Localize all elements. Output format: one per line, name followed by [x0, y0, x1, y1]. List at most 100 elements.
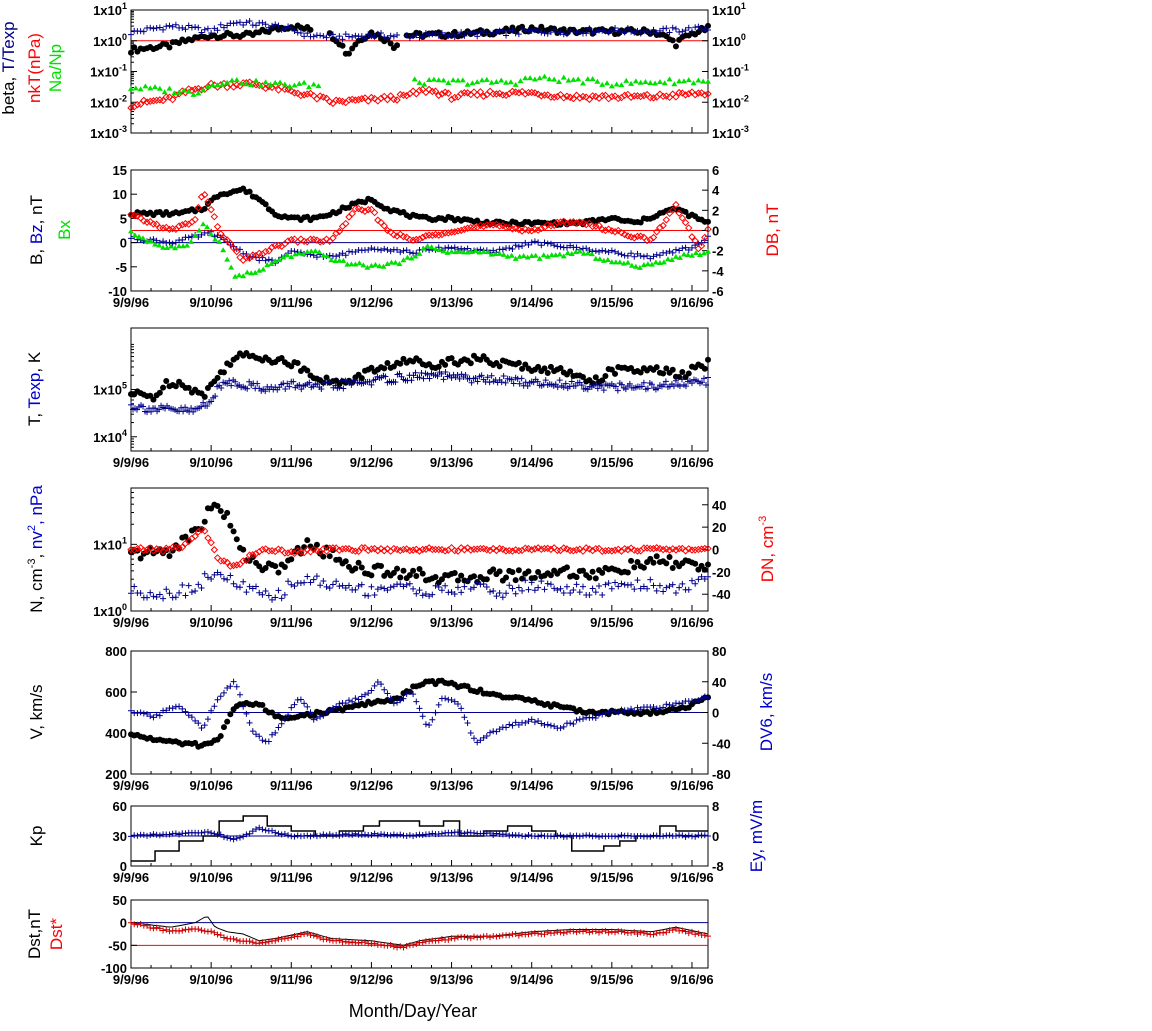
data-point [534, 226, 542, 234]
data-point [602, 248, 609, 255]
data-point [390, 33, 397, 40]
data-point [432, 30, 439, 37]
data-point [519, 242, 526, 249]
data-point [411, 76, 418, 82]
data-point [509, 246, 516, 253]
data-point [188, 238, 195, 244]
data-point [352, 32, 359, 39]
data-point [620, 91, 629, 100]
data-point [447, 95, 456, 104]
data-point [262, 588, 269, 595]
data-point [143, 218, 151, 226]
data-point [313, 254, 320, 261]
data-point [223, 558, 231, 567]
data-point [412, 253, 419, 259]
data-point [345, 248, 352, 255]
data-point [133, 101, 142, 109]
data-point [451, 590, 458, 597]
data-point [403, 833, 410, 840]
data-point [615, 583, 622, 590]
data-point [592, 715, 599, 722]
data-point [564, 250, 571, 256]
data-point [238, 80, 245, 86]
data-point [233, 937, 240, 944]
data-point [351, 205, 360, 213]
data-point [185, 926, 192, 933]
data-point [410, 833, 417, 840]
data-point [281, 591, 288, 598]
data-point [420, 245, 427, 251]
data-point [685, 247, 692, 254]
data-point [278, 26, 285, 33]
data-point [547, 581, 554, 588]
data-point [496, 933, 503, 940]
data-point [301, 700, 308, 707]
data-point [201, 928, 208, 935]
data-point [397, 581, 404, 588]
data-point [259, 826, 266, 833]
data-point [480, 248, 487, 254]
data-point [310, 576, 317, 583]
data-point [580, 250, 587, 256]
data-point [608, 92, 616, 101]
data-point [153, 711, 160, 718]
data-point [656, 582, 663, 589]
data-point [349, 698, 356, 705]
series-density-2 [127, 525, 712, 570]
x-tick-label: 9/16/96 [670, 615, 713, 630]
data-point [374, 546, 382, 555]
data-point [204, 828, 211, 835]
data-point [314, 380, 321, 387]
data-point [644, 930, 651, 937]
data-point [627, 93, 635, 101]
data-point [313, 236, 321, 244]
data-point [304, 573, 311, 580]
data-point [458, 245, 465, 252]
data-point [156, 712, 163, 719]
data-point [573, 832, 580, 839]
data-point [374, 30, 381, 37]
data-point [224, 576, 231, 583]
data-point [705, 22, 711, 29]
data-point [153, 237, 160, 244]
data-point [628, 929, 635, 936]
data-point [602, 373, 609, 380]
data-point [435, 701, 442, 708]
data-point [419, 939, 426, 946]
data-point [563, 833, 570, 840]
data-point [595, 221, 603, 230]
data-point [211, 571, 218, 578]
data-point [493, 29, 500, 36]
y2-tick-label: 40 [712, 675, 726, 690]
data-point [168, 543, 177, 551]
data-point [144, 710, 151, 717]
data-point [342, 219, 350, 228]
data-point [672, 246, 679, 253]
data-point [676, 254, 683, 260]
data-point [166, 239, 173, 246]
data-point [354, 547, 363, 556]
data-point [596, 929, 603, 936]
data-point [368, 381, 375, 388]
data-point [149, 546, 158, 555]
y2-tick-label: -4 [712, 264, 724, 279]
data-point [297, 235, 305, 243]
data-point [166, 85, 173, 91]
data-point [236, 691, 243, 698]
data-point [306, 379, 313, 386]
data-point [374, 679, 381, 686]
data-point [541, 586, 548, 593]
data-point [445, 936, 452, 943]
data-point [261, 84, 270, 93]
data-point [291, 27, 298, 34]
data-point [143, 546, 151, 554]
data-point [172, 21, 179, 28]
data-point [261, 247, 270, 256]
data-point [637, 832, 644, 839]
data-point [460, 225, 469, 234]
data-point [429, 591, 436, 598]
data-point [316, 249, 323, 255]
data-point [614, 545, 622, 554]
data-point [588, 251, 595, 257]
data-point [364, 97, 372, 105]
